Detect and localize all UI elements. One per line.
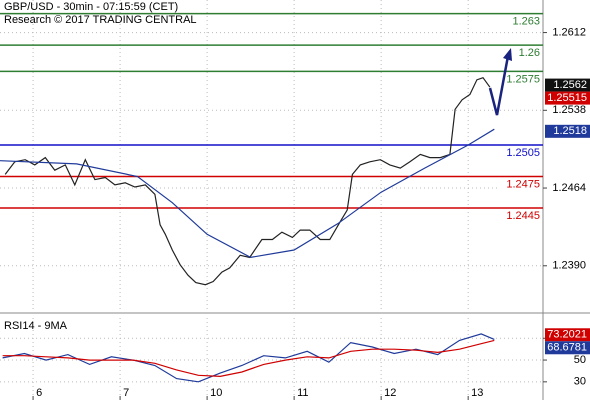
price-tag	[545, 91, 590, 105]
level-label-bg	[500, 178, 542, 191]
axes: 1.26121.25381.24641.23901.25621.255151.2…	[32, 26, 590, 400]
price-tag-label: 1.2518	[553, 125, 587, 137]
y-tick-label: 1.2538	[552, 104, 586, 116]
rsi-panel	[0, 318, 543, 396]
price-tag	[545, 124, 590, 138]
forecast-arrowhead	[503, 48, 512, 61]
price-tag	[545, 341, 590, 355]
level-label-bg	[500, 210, 542, 222]
price-tag-label: 1.25515	[547, 92, 587, 104]
x-tick-label: 11	[297, 387, 308, 399]
y-tick-label: 30	[574, 376, 586, 388]
x-tick-label: 10	[210, 387, 222, 399]
y-tick-label: 1.2390	[552, 260, 586, 272]
series-line	[2, 339, 495, 378]
price-tag-label: 68.6781	[547, 342, 587, 354]
level-label-bg	[500, 73, 542, 86]
price-tag-label: 1.2562	[553, 79, 587, 91]
level-label-bg	[500, 146, 542, 159]
chart-title: GBP/USD - 30min - 07:15:59 (CET)	[4, 1, 178, 13]
price-tag	[545, 78, 590, 92]
level-label: 1.2575	[506, 73, 540, 85]
forecast-arrow	[488, 55, 510, 116]
price-tag-label: 73.2021	[547, 329, 587, 341]
x-tick-label: 13	[471, 387, 483, 399]
series-line	[0, 128, 495, 259]
level-label: 1.2445	[506, 210, 540, 222]
rsi-title: RSI14 - 9MA	[4, 320, 68, 332]
y-tick-label: 50	[574, 354, 586, 366]
price-tag	[545, 328, 590, 342]
level-label: 1.2475	[506, 178, 540, 190]
y-tick-label: 1.2464	[552, 182, 586, 194]
chart-subtitle: Research © 2017 TRADING CENTRAL	[4, 14, 197, 26]
x-tick-label: 7	[123, 387, 129, 399]
x-tick-label: 12	[384, 387, 396, 399]
y-tick-label: 1.2612	[552, 26, 586, 38]
level-label-bg	[500, 15, 542, 28]
price-panel: 1.263 1.26 1.2575 1.2505 1.2475 1.2445	[0, 0, 543, 312]
level-label: 1.263	[512, 16, 540, 28]
level-label: 1.26	[519, 47, 540, 59]
x-tick-label: 6	[36, 387, 42, 399]
level-label: 1.2505	[506, 147, 540, 159]
